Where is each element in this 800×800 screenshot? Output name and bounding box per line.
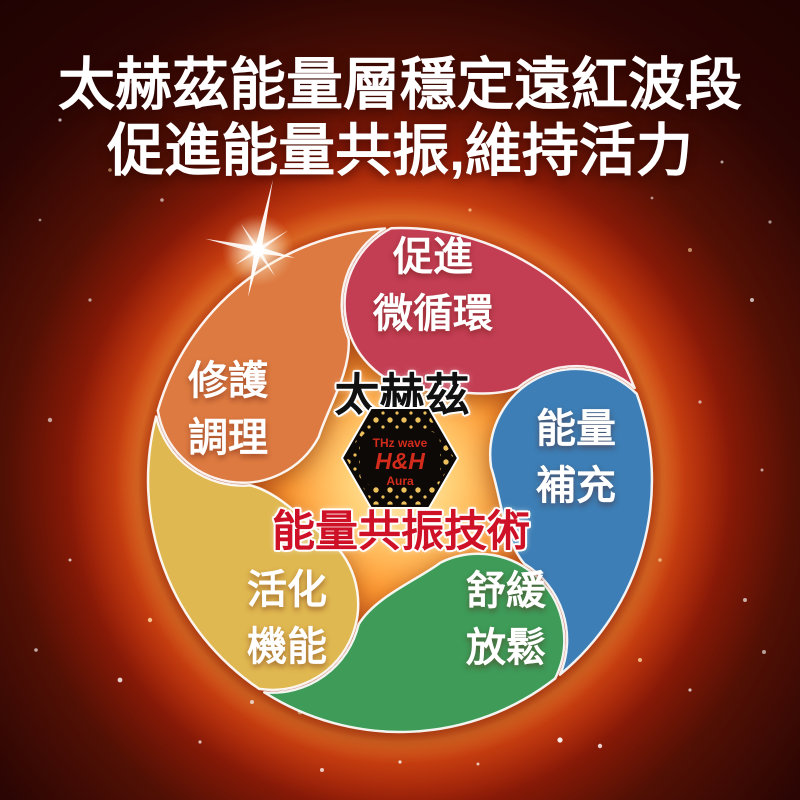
center-subheading: 能量共振技術 bbox=[272, 508, 530, 556]
label-line: 促進 bbox=[393, 235, 473, 279]
label-line: 能量 bbox=[536, 407, 616, 451]
segment-soothe-relax bbox=[263, 552, 566, 734]
label-line: 調理 bbox=[188, 416, 268, 460]
label-repair-condition: 修護 調理 bbox=[108, 353, 348, 467]
label-line: 微循環 bbox=[373, 292, 493, 336]
segment-energy-replenish bbox=[489, 367, 654, 676]
starburst-icon bbox=[205, 180, 296, 297]
label-soothe-relax: 舒緩 放鬆 bbox=[386, 563, 626, 677]
label-activate-function: 活化 機能 bbox=[167, 562, 407, 676]
page-title: 太赫茲能量層穩定遠紅波段 促進能量共振,維持活力 bbox=[0, 52, 800, 184]
hexagon-logo-icon: THz wave H&H Aura bbox=[340, 407, 460, 509]
title-line-1: 太赫茲能量層穩定遠紅波段 bbox=[58, 53, 742, 117]
logo-line-3: Aura bbox=[386, 474, 414, 488]
label-line: 放鬆 bbox=[466, 626, 546, 670]
segment-promote-microcirculation bbox=[343, 226, 636, 395]
label-line: 活化 bbox=[247, 568, 327, 612]
label-line: 機能 bbox=[247, 625, 327, 669]
logo-line-1: THz wave bbox=[373, 436, 428, 450]
label-line: 舒緩 bbox=[466, 569, 546, 613]
label-line: 補充 bbox=[536, 464, 616, 508]
label-promote-microcirculation: 促進 微循環 bbox=[313, 229, 553, 343]
segment-activate-function bbox=[146, 415, 360, 692]
logo-line-2: H&H bbox=[375, 448, 425, 474]
label-energy-replenish: 能量 補充 bbox=[456, 401, 696, 515]
cycle-wheel bbox=[146, 180, 654, 734]
title-line-2: 促進能量共振,維持活力 bbox=[107, 119, 693, 183]
label-line: 修護 bbox=[188, 359, 268, 403]
